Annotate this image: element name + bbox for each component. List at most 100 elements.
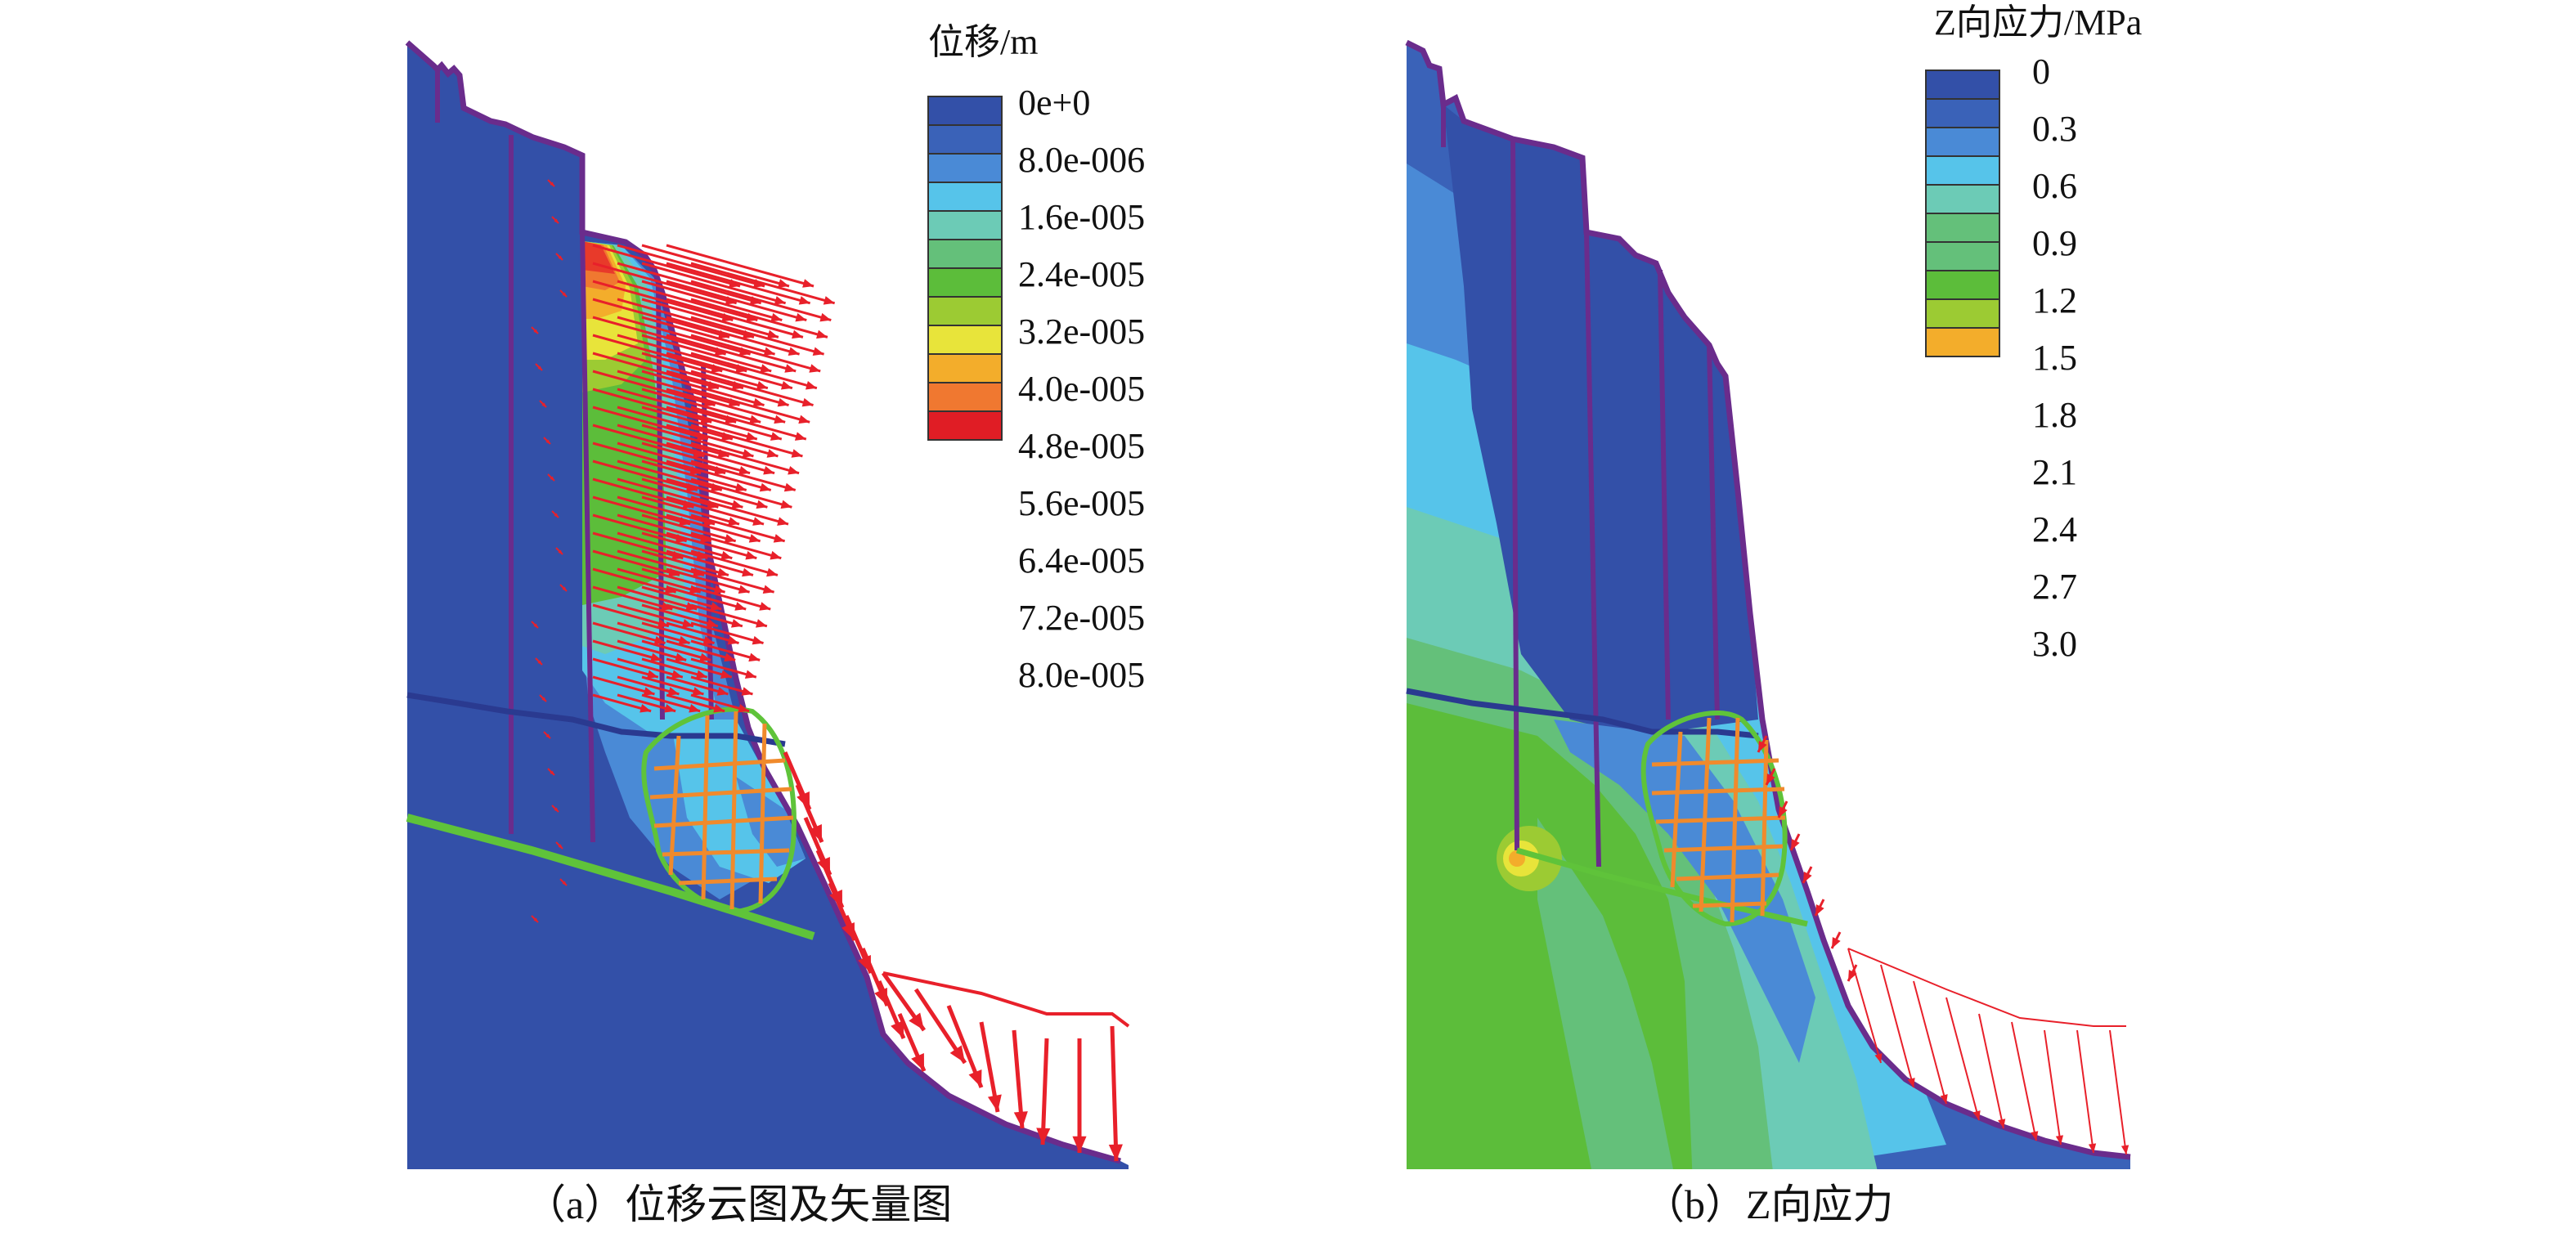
panel-a-block-grid <box>641 706 797 915</box>
panel-b-legend: Z向应力/MPa 0 0.3 0.6 0.9 1.2 1.5 1.8 2.1 2… <box>1925 2 2142 664</box>
panel-a-legend-bars <box>927 96 1003 441</box>
vector-a-107 <box>666 621 739 645</box>
vector-a-83 <box>690 531 782 560</box>
vector-a-126 <box>641 693 701 713</box>
vector-a-17 <box>666 298 804 339</box>
legend-a-label-7: 5.6e-005 <box>1018 483 1145 523</box>
vector-a-48 <box>690 406 807 441</box>
legend-b-swatch-6 <box>1925 241 2000 271</box>
legend-a-label-6: 4.8e-005 <box>1018 426 1145 466</box>
panel-a-weak-layer <box>406 692 786 747</box>
vector-a-114 <box>592 657 659 679</box>
legend-b-label-8: 2.4 <box>2032 509 2077 549</box>
vector-a-58 <box>690 442 800 475</box>
vector-a-113 <box>690 639 761 662</box>
vector-b-11 <box>1945 997 1981 1121</box>
legend-a-swatch-2 <box>927 153 1003 183</box>
legend-a-label-8: 6.4e-005 <box>1018 540 1145 581</box>
vector-a-129 <box>547 179 555 187</box>
legend-b-swatch-2 <box>1925 127 2000 157</box>
vector-b-4 <box>1802 866 1813 884</box>
vector-a-140 <box>559 584 568 592</box>
legend-a-label-0: 0e+0 <box>1018 83 1090 123</box>
vector-a-119 <box>592 675 655 696</box>
panel-b-block-grid <box>1640 711 1788 927</box>
vector-a-28 <box>690 334 821 373</box>
vector-a-11 <box>641 280 783 322</box>
vector-b-10 <box>1913 980 1948 1105</box>
panel-b-caption: （b）Z向应力 <box>1644 1181 1894 1227</box>
vector-a-134 <box>535 363 543 371</box>
vector-a-104 <box>592 621 666 645</box>
legend-a-swatch-4 <box>927 210 1003 240</box>
panel-b-legend-bars <box>1925 69 2000 357</box>
vector-a-101 <box>641 603 719 628</box>
legend-a-label-3: 2.4e-005 <box>1018 254 1145 294</box>
vector-a-98 <box>690 585 771 611</box>
vector-a-32 <box>666 352 793 390</box>
vector-a-26 <box>641 334 772 373</box>
vector-a-18 <box>690 298 828 339</box>
vector-a-86 <box>641 549 729 577</box>
legend-a-swatch-0 <box>927 96 1003 126</box>
vector-a-16 <box>641 298 779 339</box>
legend-b-label-7: 2.1 <box>2032 452 2077 492</box>
vector-a-82 <box>666 531 757 560</box>
legend-a-label-9: 7.2e-005 <box>1018 598 1145 638</box>
vector-a-158 <box>897 1013 927 1072</box>
vector-a-112 <box>666 639 736 662</box>
vector-a-13 <box>690 280 832 322</box>
vector-a-131 <box>555 253 563 261</box>
vector-a-42 <box>666 388 786 424</box>
legend-b-swatch-5 <box>1925 213 2000 243</box>
vector-a-108 <box>690 621 764 645</box>
vector-a-128 <box>690 693 750 713</box>
vector-a-71 <box>641 495 740 526</box>
panel-b-fault <box>1516 847 1808 927</box>
legend-b-label-4: 1.2 <box>2032 280 2077 321</box>
vector-b-2 <box>1777 800 1788 818</box>
vector-a-87 <box>666 549 754 577</box>
vector-a-36 <box>641 370 765 407</box>
vector-a-133 <box>531 326 539 334</box>
vector-a-92 <box>666 567 750 594</box>
vector-a-72 <box>666 495 765 526</box>
vector-a-88 <box>690 549 779 577</box>
vector-a-123 <box>690 675 753 696</box>
vector-b-15 <box>2076 1029 2097 1154</box>
panel-b-weak-layer <box>1406 688 1759 739</box>
panel-a-caption: （a）位移云图及矢量图 <box>525 1181 952 1227</box>
vector-a-52 <box>666 424 779 458</box>
vector-a-117 <box>666 657 733 679</box>
legend-b-label-9: 2.7 <box>2032 567 2077 607</box>
vector-b-0 <box>1757 735 1768 753</box>
vector-a-67 <box>666 478 768 509</box>
vector-a-77 <box>666 513 761 543</box>
vector-a-46 <box>641 406 758 441</box>
vector-b-13 <box>2011 1021 2039 1141</box>
legend-b-swatch-3 <box>1925 155 2000 186</box>
vector-a-envelope <box>882 971 1130 1028</box>
vector-a-91 <box>641 567 725 594</box>
vector-b-12 <box>1978 1013 2006 1129</box>
vector-a-78 <box>690 513 786 543</box>
vector-b-9 <box>1880 964 1915 1088</box>
panel-b-stress-vectors <box>1757 735 2129 1155</box>
vector-a-122 <box>666 675 729 696</box>
legend-a-swatch-10 <box>927 382 1003 412</box>
vector-a-12 <box>666 280 807 322</box>
vector-a-149 <box>531 915 539 923</box>
vector-a-56 <box>641 442 751 475</box>
vector-a-6 <box>641 262 787 305</box>
vector-a-3 <box>666 244 815 288</box>
vector-a-139 <box>555 547 563 555</box>
vector-a-136 <box>543 437 551 445</box>
panel-a-legend: 位移/m 0e+0 8.0e-006 1.6e-005 2.4e-005 3.2… <box>927 22 1145 695</box>
vector-a-73 <box>690 495 789 526</box>
vector-a-118 <box>690 657 757 679</box>
legend-b-label-10: 3.0 <box>2032 624 2077 664</box>
vector-a-99 <box>592 603 670 628</box>
vector-a-161 <box>946 1005 984 1088</box>
vector-a-144 <box>543 731 551 739</box>
vector-a-146 <box>551 805 559 813</box>
